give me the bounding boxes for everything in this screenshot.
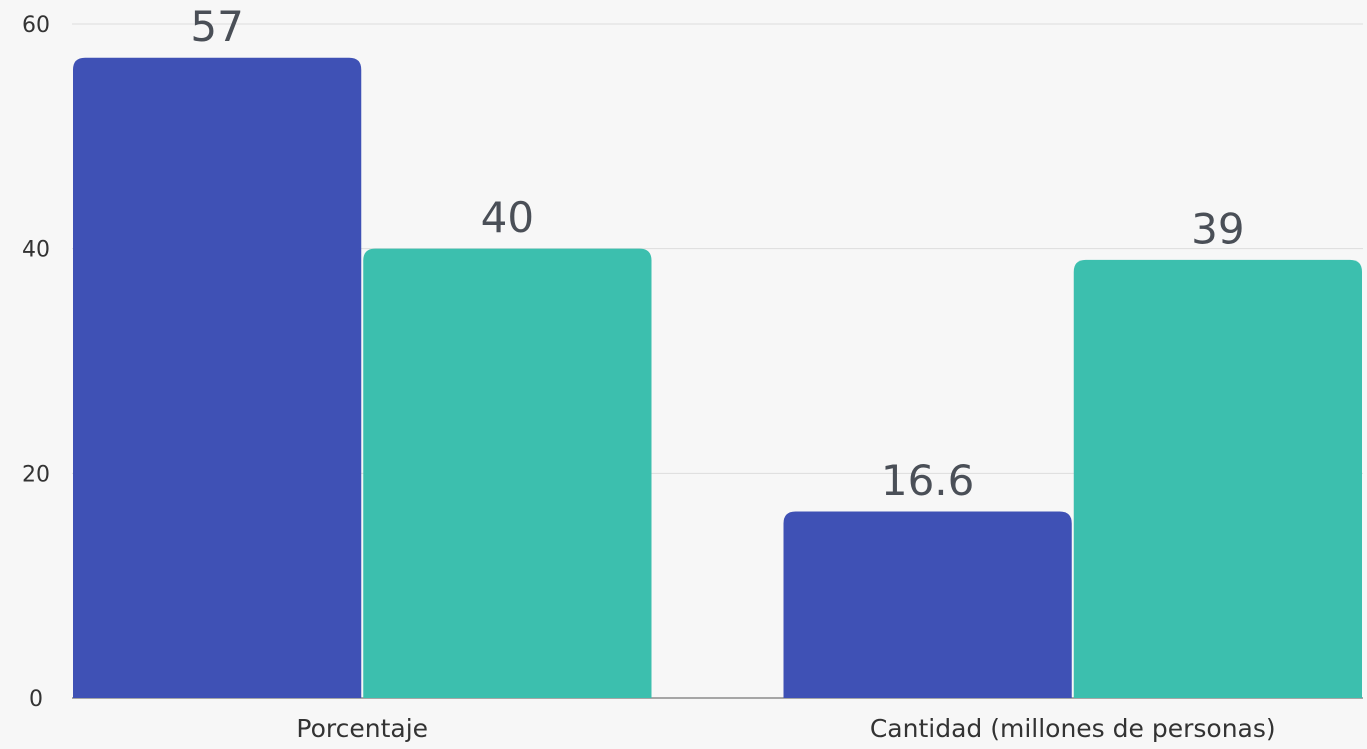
value-label: 16.6 bbox=[881, 456, 975, 505]
bar bbox=[783, 511, 1072, 698]
bar bbox=[1073, 259, 1362, 698]
y-tick-label: 20 bbox=[22, 462, 50, 487]
y-tick-label: 60 bbox=[22, 13, 50, 38]
y-tick-label: 0 bbox=[29, 687, 43, 712]
value-label: 40 bbox=[481, 193, 534, 242]
value-label: 39 bbox=[1191, 204, 1244, 253]
x-tick-label: Cantidad (millones de personas) bbox=[870, 714, 1276, 743]
y-tick-label: 40 bbox=[22, 238, 50, 263]
bar bbox=[363, 248, 652, 698]
bar bbox=[73, 57, 362, 698]
value-label: 57 bbox=[190, 2, 243, 51]
x-tick-label: Porcentaje bbox=[296, 714, 428, 743]
